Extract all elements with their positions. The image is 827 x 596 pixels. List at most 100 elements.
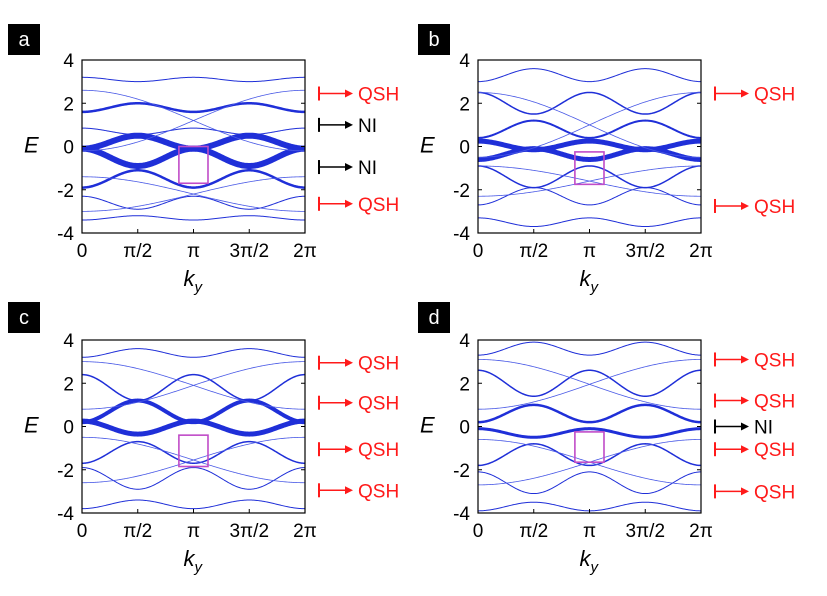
band-line-3	[478, 403, 701, 424]
x-tick-label: π	[583, 241, 596, 262]
x-tick-label: 2π	[293, 241, 317, 262]
y-tick-label: 2	[459, 374, 470, 395]
band-line-6	[478, 165, 701, 189]
annotation-text: QSH	[358, 85, 399, 106]
x-axis-label: ky	[580, 266, 600, 296]
annotation-qsh: QSH	[318, 481, 399, 502]
y-axis-label: E	[420, 133, 435, 158]
band-line-7	[82, 499, 305, 510]
band-line-2	[82, 373, 305, 402]
x-tick-label: 3π/2	[625, 521, 665, 542]
band-line-2	[82, 101, 305, 114]
y-tick-label: 2	[459, 94, 470, 115]
band-line-8	[478, 217, 701, 228]
band-line-1	[478, 68, 701, 83]
annotation-ni: NI	[318, 158, 377, 179]
panel-label-badge	[418, 302, 450, 333]
annotation-text: NI	[358, 158, 377, 179]
y-tick-label: 4	[63, 331, 74, 352]
edge-state-2	[478, 359, 701, 410]
y-tick-label: -4	[57, 224, 74, 245]
annotation-text: QSH	[754, 197, 795, 218]
band-line-7	[478, 187, 701, 206]
y-tick-label: -4	[57, 504, 74, 525]
annotation-qsh: QSH	[318, 85, 399, 106]
plot-frame	[477, 339, 702, 514]
x-tick-label: π/2	[123, 521, 152, 542]
arrow-head-icon	[741, 355, 749, 364]
x-tick-label: π	[187, 241, 200, 262]
arrow-head-icon	[345, 120, 353, 129]
panel-label: d	[428, 307, 439, 329]
x-tick-label: π/2	[123, 241, 152, 262]
x-tick-label: 0	[77, 241, 88, 262]
panel-label: b	[428, 29, 439, 51]
y-tick-label: -4	[453, 224, 470, 245]
x-axis-label: ky	[184, 546, 204, 576]
x-tick-label: π/2	[519, 521, 548, 542]
x-tick-label: 3π/2	[229, 241, 269, 262]
band-line-4	[478, 427, 701, 439]
y-tick-label: 0	[459, 138, 470, 159]
annotation-text: QSH	[754, 350, 795, 371]
plot-area	[478, 341, 701, 512]
band-line-8	[82, 215, 305, 221]
panel-label-badge	[418, 24, 450, 55]
annotation-qsh: QSH	[318, 440, 399, 461]
arrow-head-icon	[345, 445, 353, 454]
arrow-head-icon	[345, 398, 353, 407]
panel-label-badge	[8, 302, 40, 333]
plot-area	[82, 76, 305, 221]
y-tick-label: -2	[57, 181, 74, 202]
band-line-1	[82, 348, 305, 358]
annotation-text: QSH	[358, 354, 399, 375]
annotation-text: QSH	[358, 440, 399, 461]
arrow-head-icon	[741, 89, 749, 98]
annotation-qsh: QSH	[714, 440, 795, 461]
arrow-head-icon	[345, 486, 353, 495]
y-tick-label: 2	[63, 374, 74, 395]
annotation-qsh: QSH	[714, 85, 795, 106]
annotation-text: QSH	[358, 481, 399, 502]
band-line-7	[82, 195, 305, 210]
annotation-qsh: QSH	[714, 482, 795, 503]
edge-state-4	[82, 436, 305, 484]
arrow-head-icon	[741, 201, 749, 210]
band-line-2	[478, 369, 701, 397]
plot-frame	[81, 339, 306, 514]
arrow-head-icon	[345, 358, 353, 367]
band-line-3	[478, 119, 701, 139]
y-tick-label: 2	[63, 94, 74, 115]
annotation-text: NI	[358, 116, 377, 137]
x-tick-label: 2π	[293, 521, 317, 542]
x-axis-label: ky	[184, 266, 204, 296]
annotation-ni: NI	[714, 418, 773, 439]
edge-state-4	[478, 165, 701, 197]
plot-area	[478, 68, 701, 228]
y-tick-label: -4	[453, 504, 470, 525]
highlight-box	[574, 151, 605, 186]
y-tick-label: -2	[453, 181, 470, 202]
arrow-head-icon	[741, 396, 749, 405]
x-tick-label: 0	[473, 241, 484, 262]
annotation-qsh: QSH	[714, 197, 795, 218]
annotation-qsh: QSH	[318, 195, 399, 216]
band-line-5	[82, 145, 305, 169]
annotation-qsh: QSH	[714, 350, 795, 371]
annotation-text: QSH	[754, 392, 795, 413]
edge-state-4	[82, 176, 305, 212]
x-tick-label: π/2	[519, 241, 548, 262]
panel-label: a	[18, 29, 30, 51]
band-line-4	[478, 138, 701, 153]
highlight-box	[574, 431, 605, 463]
panel-label-badge	[8, 24, 40, 55]
band-line-5	[82, 440, 305, 465]
annotation-text: QSH	[358, 195, 399, 216]
annotation-qsh: QSH	[318, 354, 399, 375]
x-tick-label: 0	[473, 521, 484, 542]
x-tick-label: 0	[77, 521, 88, 542]
edge-state-2	[82, 361, 305, 410]
